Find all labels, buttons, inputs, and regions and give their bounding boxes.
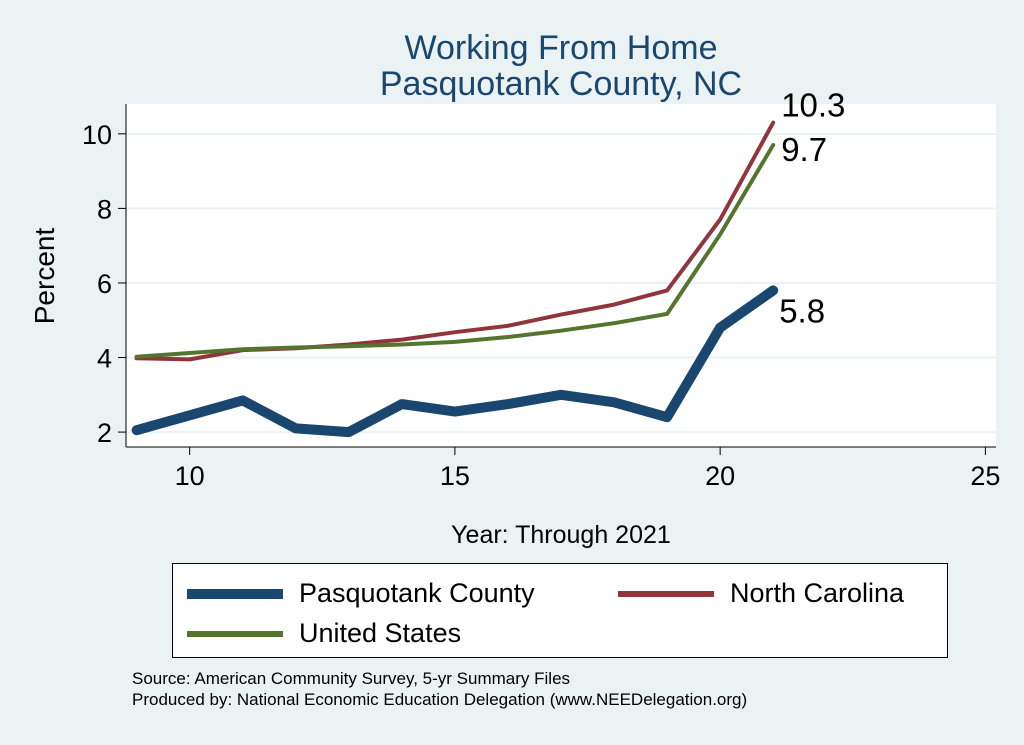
series-line-united-states — [134, 143, 776, 359]
x-tick-label: 20 — [705, 461, 735, 491]
x-tick-label: 10 — [175, 461, 205, 491]
axes: 2 4 6 8 10 10 15 20 25 — [82, 104, 1000, 491]
x-axis-label: Year: Through 2021 — [451, 521, 671, 549]
series-layer — [131, 120, 779, 438]
x-tick-label: 25 — [970, 461, 1000, 491]
legend-item-united-states: United States — [187, 618, 461, 649]
legend-swatch-north-carolina — [618, 590, 714, 597]
legend-swatch-united-states — [187, 630, 283, 637]
legend: Pasquotank County North Carolina United … — [172, 563, 948, 658]
legend-label: North Carolina — [730, 578, 905, 608]
legend-label: United States — [299, 618, 462, 648]
legend-swatch-pasquotank — [187, 588, 283, 599]
y-axis-label: Percent — [29, 228, 60, 325]
end-labels-layer: 5.8 10.3 9.7 — [779, 87, 845, 330]
end-value-label: 5.8 — [779, 292, 825, 329]
source-note: Source: American Community Survey, 5-yr … — [132, 669, 571, 688]
y-tick-label: 10 — [82, 120, 112, 150]
chart-subtitle: Pasquotank County, NC — [379, 65, 743, 103]
y-tick-label: 4 — [97, 344, 112, 374]
series-line-pasquotank-county — [131, 285, 779, 438]
end-value-label: 9.7 — [781, 131, 827, 168]
legend-item-pasquotank: Pasquotank County — [187, 578, 535, 609]
x-tick-label: 15 — [440, 461, 470, 491]
y-tick-label: 6 — [97, 269, 112, 299]
chart-title: Working From Home — [404, 29, 718, 67]
legend-label: Pasquotank County — [299, 578, 535, 608]
legend-item-north-carolina: North Carolina — [618, 578, 904, 609]
grid-lines — [126, 132, 996, 434]
end-value-label: 10.3 — [781, 87, 845, 124]
y-tick-label: 2 — [97, 418, 112, 448]
y-tick-label: 8 — [97, 194, 112, 224]
producer-note: Produced by: National Economic Education… — [132, 690, 748, 709]
